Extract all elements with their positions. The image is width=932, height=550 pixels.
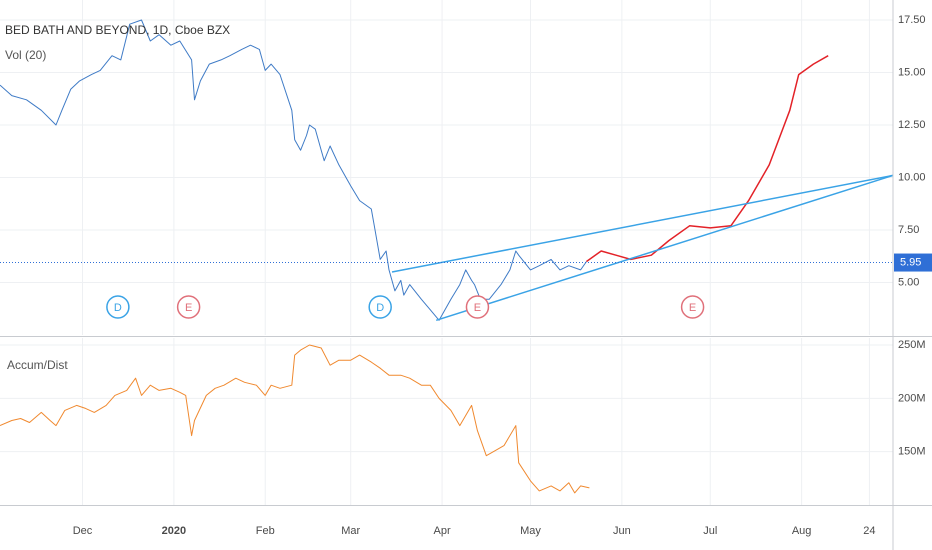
last-price-label: 5.95 (900, 256, 921, 268)
grid (0, 0, 893, 505)
event-label: E (474, 302, 481, 314)
y-tick-label: 5.00 (898, 276, 919, 288)
x-tick-label: 2020 (162, 525, 186, 537)
overlay: 5.00 7.50 10.00 12.50 15.00 17.50 5.95 D E D E E 150… (73, 14, 932, 537)
event-marker (176, 295, 201, 319)
line-series (391, 174, 894, 273)
event-marker (368, 295, 392, 319)
x-tick-label: Apr (434, 525, 451, 537)
marks (0, 19, 894, 494)
y-tick-label: 250M (898, 339, 926, 351)
x-tick-label: Dec (73, 525, 93, 537)
x-tick-label: Jul (703, 525, 717, 537)
line-series (0, 344, 590, 494)
event-marker (465, 295, 490, 319)
event-label: D (376, 302, 384, 314)
event-label: E (185, 302, 192, 314)
x-tick-label: 24 (863, 525, 875, 537)
event-label: E (689, 302, 696, 314)
line-series (586, 55, 829, 263)
volume-legend: Vol (20) (5, 48, 46, 62)
x-tick-label: Jun (613, 525, 631, 537)
chart-title: BED BATH AND BEYOND, 1D, Cboe BZX (5, 23, 230, 37)
x-tick-label: Mar (341, 525, 360, 537)
x-tick-label: Feb (256, 525, 275, 537)
last-price-box (894, 253, 932, 272)
x-tick-label: May (520, 525, 541, 537)
x-tick-label: Aug (792, 525, 812, 537)
y-tick-label: 150M (898, 446, 926, 458)
y-tick-label: 12.50 (898, 119, 926, 131)
y-tick-label: 200M (898, 392, 926, 404)
pane-title: Accum/Dist (7, 358, 68, 372)
y-tick-label: 17.50 (898, 14, 926, 26)
y-tick-label: 10.00 (898, 171, 926, 183)
event-marker (680, 295, 705, 319)
line-series (435, 174, 894, 322)
y-tick-label: 15.00 (898, 66, 926, 78)
event-label: D (114, 302, 122, 314)
event-marker (106, 295, 130, 319)
y-tick-label: 7.50 (898, 224, 919, 236)
